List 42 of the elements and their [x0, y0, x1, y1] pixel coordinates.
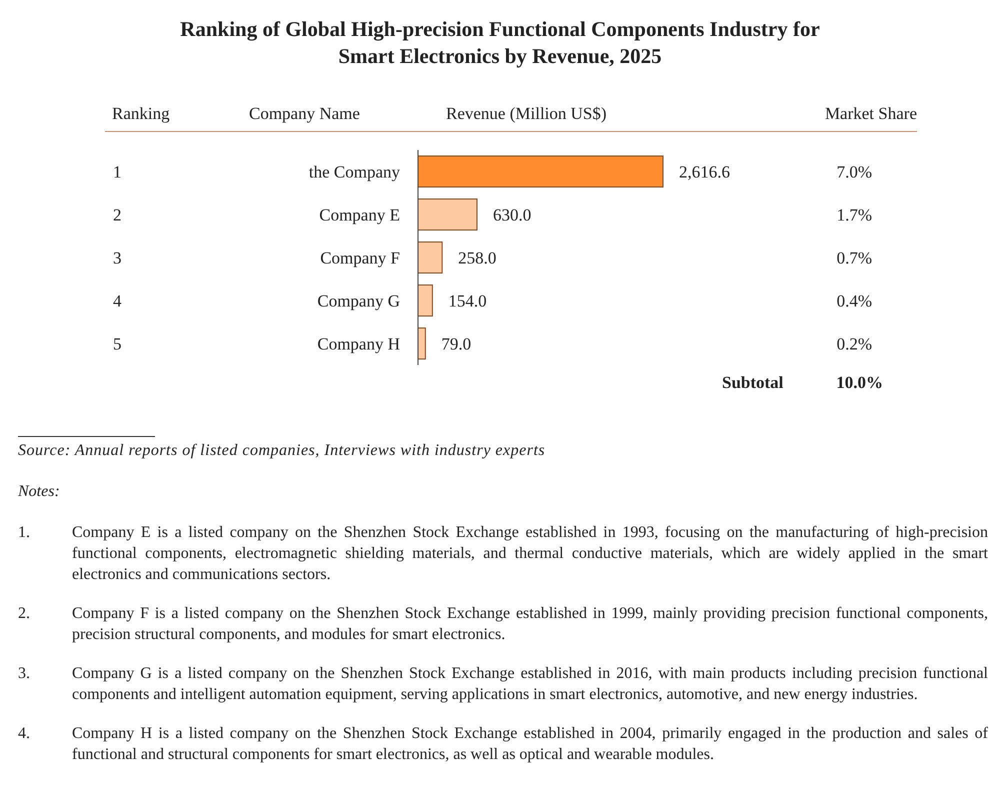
x-axis-title: Revenue (Million US$)	[446, 104, 607, 124]
bar	[418, 284, 433, 317]
data-label: 630.0	[492, 206, 532, 225]
bar	[418, 156, 664, 188]
text: 10.0%	[836, 373, 883, 393]
data-label: 79.0	[441, 334, 472, 354]
y-tick-label: the Company	[308, 162, 400, 182]
data-label: 258.0	[458, 248, 496, 268]
y-axis-title: Company Name	[249, 104, 360, 124]
text: 1.7%	[836, 206, 872, 224]
source-note: Source: Annual reports of listed companies, Interviews with industry experts	[18, 442, 546, 460]
bar	[418, 242, 443, 274]
text: Market Share	[824, 104, 917, 124]
text: 3.	[18, 664, 31, 684]
text: 0.4%	[836, 292, 872, 310]
text: 3	[113, 248, 122, 268]
data-label: 2,616.6	[679, 162, 730, 182]
y-tick-label: Company H	[317, 334, 400, 354]
data-label: 154.0	[448, 292, 487, 311]
text: 4.	[18, 724, 31, 744]
text: Ranking	[112, 104, 170, 124]
text: Company E is a listed company on the Shenzhen Stock Exchange established in 1993, focusing on the manufacturing of high-precision functional components, electromagnetic shielding materials, and thermal conductive materials, which are widely applied in the smart electronics and communications sectors.	[72, 523, 988, 585]
text: Company H is a listed company on the Shenzhen Stock Exchange established in 2004, primarily engaged in the production and sales of functional and structural components for smart electronics, as well as optical and wearable modules.	[72, 724, 988, 765]
text: Notes:	[18, 483, 60, 501]
text: 5	[113, 334, 122, 354]
text: 7.0%	[836, 162, 872, 182]
y-tick-label: Company G	[317, 292, 400, 310]
y-tick-label: Company E	[319, 206, 400, 224]
bar	[418, 328, 426, 360]
text: 2.	[18, 604, 31, 624]
text: 1	[113, 162, 122, 182]
text: Company F is a listed company on the Shenzhen Stock Exchange established in 1999, mainly providing precision functional components, precision structural components, and modules for smart electronics.	[72, 604, 988, 645]
text: 2	[113, 206, 122, 224]
text: 1.	[18, 523, 31, 543]
text: 4	[113, 292, 122, 310]
text: 0.7%	[836, 248, 872, 268]
text: Subtotal	[722, 373, 784, 393]
bar	[418, 198, 478, 231]
text: 0.2%	[836, 334, 872, 354]
chart-title: Ranking of Global High-precision Functional Components Industry for Smart Electronics by Revenue, 2025	[180, 16, 820, 70]
text: Company G is a listed company on the Shenzhen Stock Exchange established in 2016, with main products including precision functional components and intelligent automation equipment, serving applications in smart electronics, automotive, and new energy industries.	[72, 664, 988, 705]
y-tick-label: Company F	[320, 248, 400, 268]
